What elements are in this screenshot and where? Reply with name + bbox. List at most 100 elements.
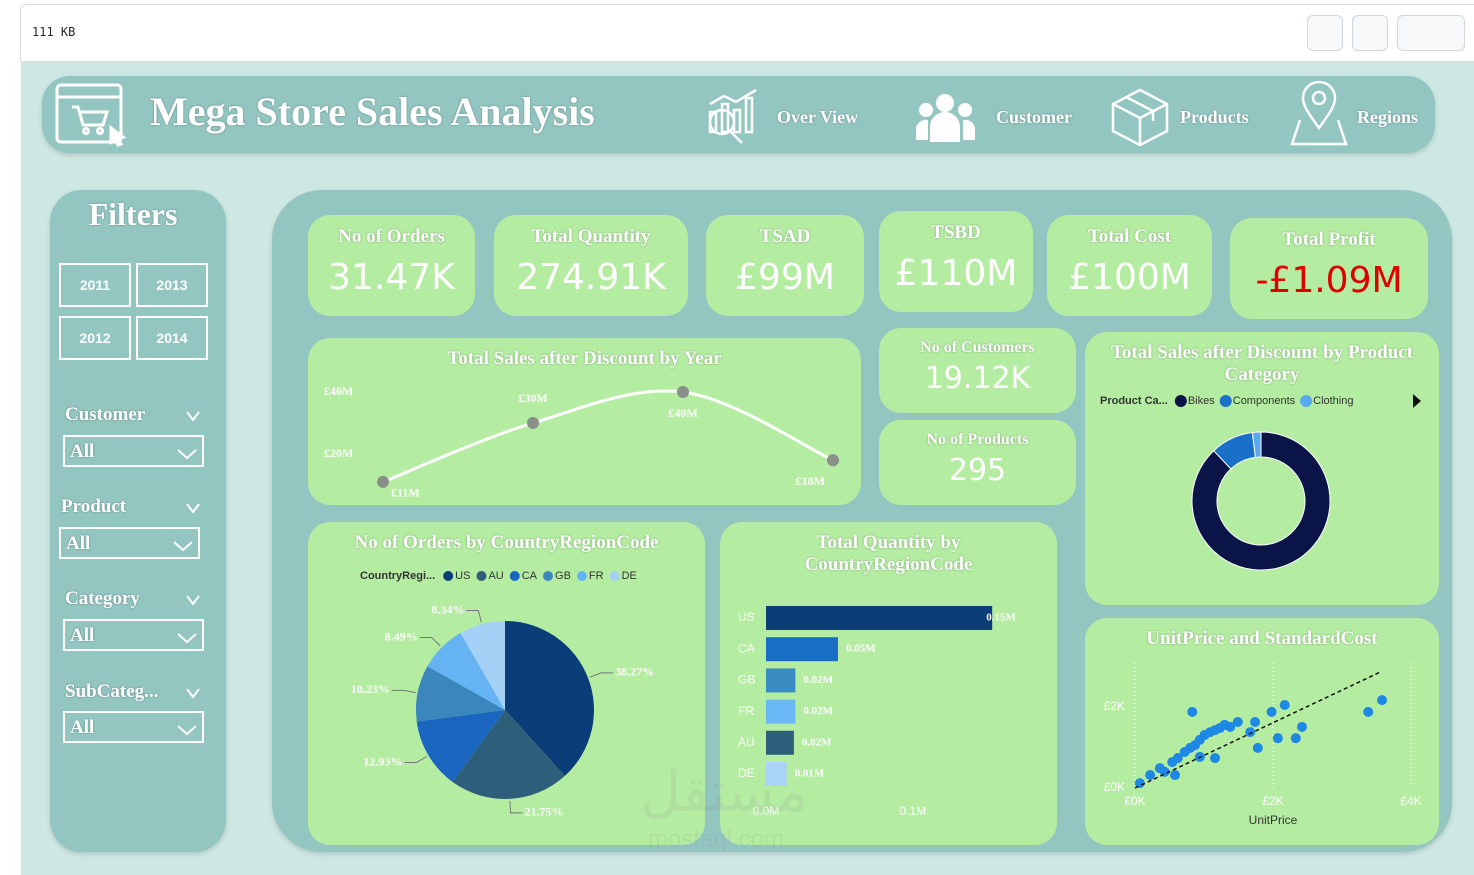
slicer-dropdown[interactable]: All [63, 619, 204, 651]
value-label: 0.01M [795, 768, 825, 780]
year-button[interactable]: 2013 [136, 263, 208, 307]
download-button[interactable] [1352, 15, 1388, 51]
year-button[interactable]: 2014 [136, 316, 208, 360]
kpi-card: Total Quantity 274.91K [494, 215, 688, 316]
legend-swatch [543, 571, 554, 581]
point [1187, 706, 1198, 717]
kpi-value: £99M [735, 257, 835, 298]
legend-swatch [509, 571, 520, 581]
chart: Product Ca... Bikes Components Clothing [1100, 394, 1421, 571]
y-tick-label: GB [738, 673, 755, 687]
legend-label: AU [488, 570, 503, 582]
point [1296, 721, 1307, 732]
point [1232, 716, 1243, 727]
legend-swatch [1300, 395, 1313, 407]
kpi-value: 31.47K [328, 257, 455, 298]
legend-label: GB [555, 570, 571, 582]
chart: 0.0M 0.1M US 0.15M CA 0.05M GB 0.02M FR 0.02M AU 0.… [738, 606, 1016, 818]
chevron [186, 411, 200, 422]
header-title: Mega Store Sales Analysis [150, 89, 595, 134]
point [1250, 716, 1261, 727]
legend-label: Bikes [1188, 395, 1215, 407]
copilot-button[interactable] [1307, 15, 1343, 51]
value-label: 0.02M [803, 674, 833, 686]
value-label: £18M [796, 474, 825, 488]
value-label: 0.05M [846, 643, 876, 655]
kpi-card: No of Products 295 [879, 420, 1076, 505]
y-tick-label: FR [738, 704, 754, 718]
kpi-card: Total Cost £100M [1047, 215, 1212, 316]
year-button[interactable]: 2012 [59, 316, 131, 360]
edit-button[interactable] [1397, 15, 1465, 51]
chart-card: Product Ca... Bikes Components Clothing Tota… [1085, 332, 1439, 605]
x-tick-label: £2K [1262, 794, 1283, 808]
chart-title: No of Orders by CountryRegionCode [354, 532, 659, 553]
x-tick-label: 0.1M [900, 804, 927, 818]
legend-label: Clothing [1313, 395, 1353, 407]
point [1272, 733, 1283, 744]
pie-slice [460, 621, 505, 710]
legend-arrow [1413, 394, 1421, 408]
point [1159, 766, 1170, 777]
pie-slice [505, 621, 594, 776]
chart-title: Total Quantity by CountryRegionCode [804, 532, 973, 575]
slicer-label: Product [61, 496, 127, 517]
value-label: £40M [668, 406, 697, 420]
slicer-value: All [66, 533, 91, 554]
y-tick-label: £0K [1104, 780, 1125, 794]
overview-icon [708, 88, 757, 144]
point [1245, 727, 1256, 738]
slicer-dropdown[interactable]: All [63, 711, 204, 743]
legend-swatch [443, 571, 454, 581]
kpi-label: TSBD [931, 222, 981, 243]
kpi-label: No of Products [926, 431, 1029, 448]
slicer-label: Customer [65, 404, 146, 425]
y-tick-label: £2K [1104, 699, 1125, 713]
value-label: £30M [518, 391, 547, 405]
x-axis-label: UnitPrice [1249, 813, 1298, 827]
nav-item[interactable]: Over View [777, 107, 859, 127]
slicer-dropdown[interactable]: All [59, 527, 200, 559]
slicer-value: All [70, 441, 95, 462]
trend-line [1134, 671, 1381, 789]
point [1377, 695, 1388, 706]
leader-line [404, 755, 427, 764]
bar [766, 637, 838, 662]
kpi-label: No of Customers [920, 339, 1035, 356]
legend-label: CA [522, 570, 538, 582]
legend-swatch [1174, 395, 1187, 407]
value-label: 21.75% [525, 805, 564, 819]
x-tick-label: 0.0M [753, 804, 780, 818]
point [1170, 770, 1181, 781]
nav-item[interactable]: Regions [1357, 107, 1419, 127]
leader-line [589, 672, 614, 678]
y-tick-label: CA [738, 641, 755, 655]
bar [766, 668, 796, 693]
chevron [177, 633, 197, 644]
year-button[interactable]: 2011 [59, 263, 131, 307]
kpi-label: TSAD [759, 226, 811, 247]
products-icon [1111, 88, 1169, 147]
pie-slice [452, 710, 565, 799]
pie-slice [416, 666, 505, 722]
x-tick-label: £4K [1400, 794, 1421, 808]
nav-item[interactable]: Products [1180, 107, 1249, 127]
bar [766, 699, 796, 724]
slicer-value: All [70, 625, 95, 646]
y-tick-label: AU [738, 735, 755, 749]
value-label: 12.93% [363, 754, 402, 768]
kpi-label: Total Profit [1282, 229, 1376, 250]
regions-icon [1290, 80, 1348, 146]
customer-icon [916, 94, 975, 142]
nav-item[interactable]: Customer [996, 107, 1072, 127]
slicer-dropdown[interactable]: All [63, 435, 204, 467]
watermark: مستقل [640, 760, 808, 825]
chart-card: £20M £40M £11M £30M £40M £18M Total Sales afte… [308, 338, 861, 505]
kpi-label: Total Quantity [531, 226, 651, 247]
kpi-value: 295 [948, 453, 1007, 488]
filters-title: Filters [88, 196, 178, 232]
leader-line [509, 800, 523, 814]
legend-label: US [455, 570, 470, 582]
cart-icon [55, 83, 127, 147]
value-label: 38.27% [615, 665, 654, 679]
